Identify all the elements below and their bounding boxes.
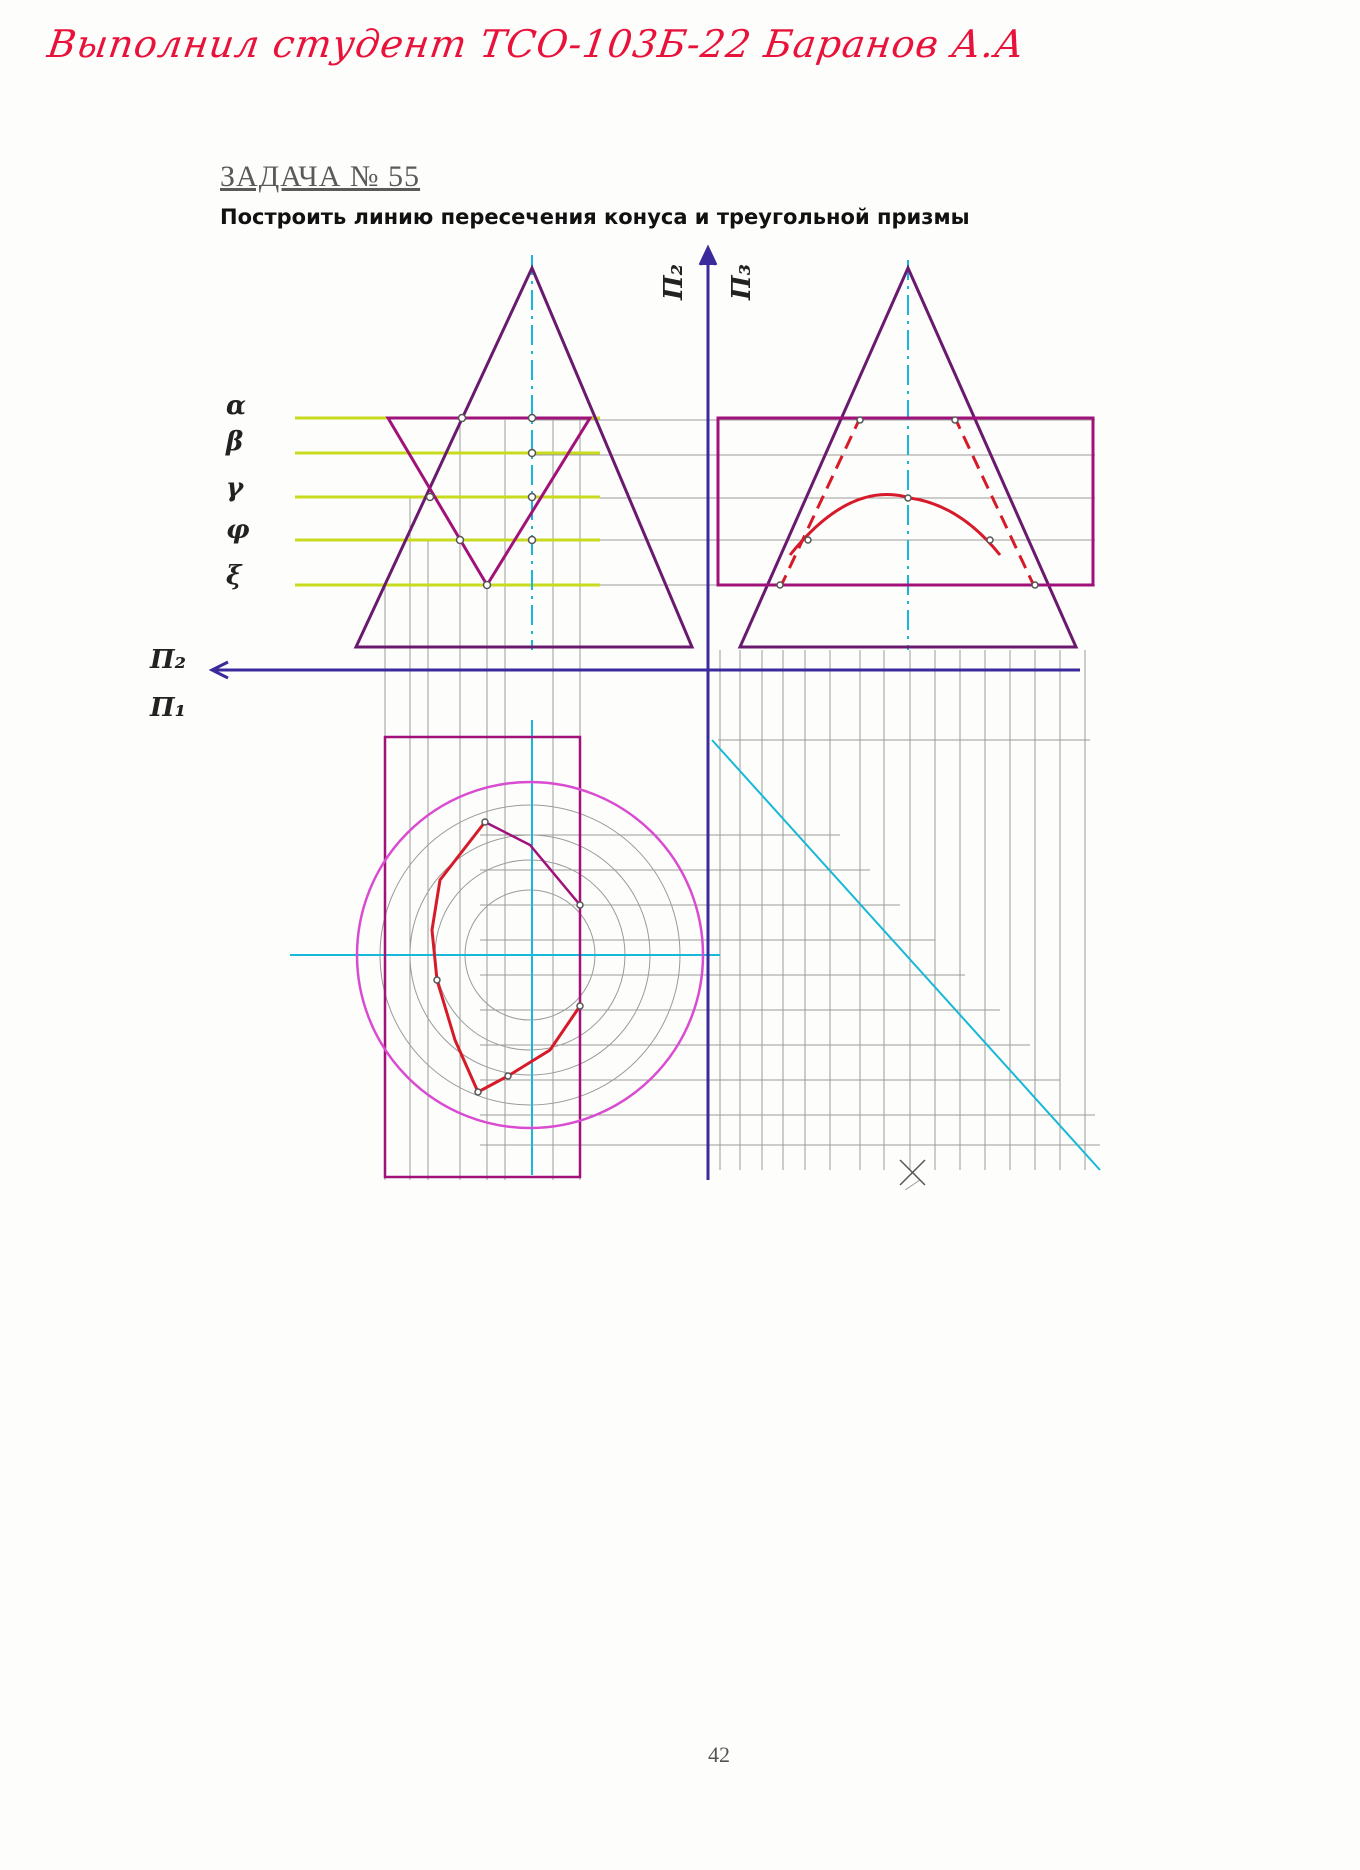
construction-lines: [379, 419, 1100, 1191]
profile-intersection-curve: [776, 416, 1039, 589]
x-mark: [899, 1159, 926, 1186]
center-lines: [290, 255, 1101, 1175]
plane-label-phi: φ: [226, 515, 250, 545]
plane-label-beta: β: [225, 427, 243, 457]
profile-view-prism: [716, 416, 1095, 587]
plane-label-alpha: α: [226, 391, 246, 421]
axis-label-pi3-vertical: П₃: [727, 264, 757, 301]
axis-label-pi1-horizontal: П₁: [149, 693, 186, 723]
task-title: ЗАДАЧА № 55: [220, 160, 421, 193]
front-view-prism: [385, 416, 593, 588]
plane-label-xi: ξ: [226, 561, 243, 591]
front-view-cone: [353, 264, 695, 649]
profile-view-cone: [737, 264, 1079, 649]
projection-axes: [208, 244, 1080, 1180]
cutting-planes: [295, 416, 600, 587]
front-view-points: [425, 413, 537, 590]
axis-label-pi2-vertical: П₂: [659, 264, 689, 301]
top-view: [355, 735, 705, 1179]
page-number: 42: [708, 1742, 730, 1767]
plane-label-gamma: γ: [226, 473, 245, 503]
task-description: Построить линию пересечения конуса и тре…: [220, 205, 970, 229]
axis-label-pi2-horizontal: П₂: [149, 645, 186, 675]
